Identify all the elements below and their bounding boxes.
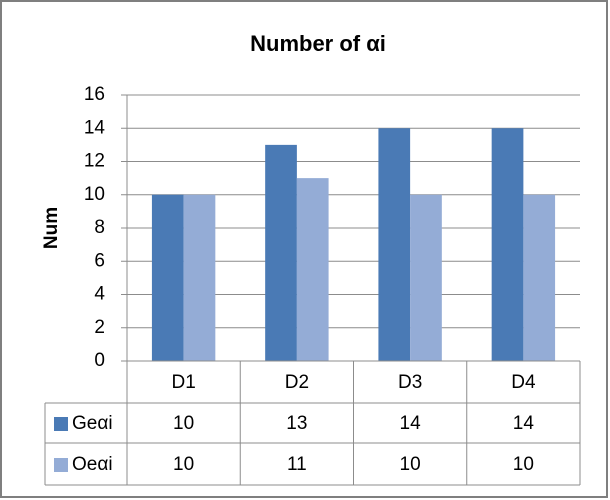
x-tick-label: D3 (398, 372, 422, 393)
y-tick-label: 6 (94, 250, 105, 271)
bar (296, 178, 329, 361)
y-tick-label: 14 (84, 117, 106, 138)
x-tick-label: D2 (285, 372, 309, 393)
table-value: 13 (286, 413, 307, 434)
x-tick-label: D4 (511, 372, 536, 393)
y-tick-label: 4 (94, 284, 105, 305)
bar (491, 128, 524, 361)
table-value: 10 (400, 454, 421, 475)
table-value: 10 (173, 454, 194, 475)
table-value: 10 (173, 413, 194, 434)
y-axis-label: Num (41, 207, 62, 249)
table-value: 10 (513, 454, 534, 475)
legend-label: Geαi (72, 413, 113, 434)
bar (523, 194, 556, 361)
y-tick-label: 10 (84, 184, 105, 205)
legend-key (54, 458, 68, 472)
table-value: 11 (287, 454, 307, 475)
bar (265, 144, 297, 361)
chart-title: Number of αi (250, 31, 386, 56)
x-tick-label: D1 (171, 372, 195, 393)
y-tick-label: 2 (94, 317, 105, 338)
bar (410, 194, 442, 361)
legend-key (54, 417, 68, 431)
y-tick-label: 16 (84, 84, 105, 105)
table-value: 14 (513, 413, 535, 434)
bar (378, 128, 411, 361)
y-tick-label: 12 (84, 151, 105, 172)
bar (151, 194, 184, 361)
y-tick-label: 8 (94, 217, 105, 238)
legend-label: Oeαi (72, 454, 113, 475)
y-tick-label: 0 (94, 350, 105, 371)
table-value: 14 (400, 413, 422, 434)
bar (183, 194, 216, 361)
